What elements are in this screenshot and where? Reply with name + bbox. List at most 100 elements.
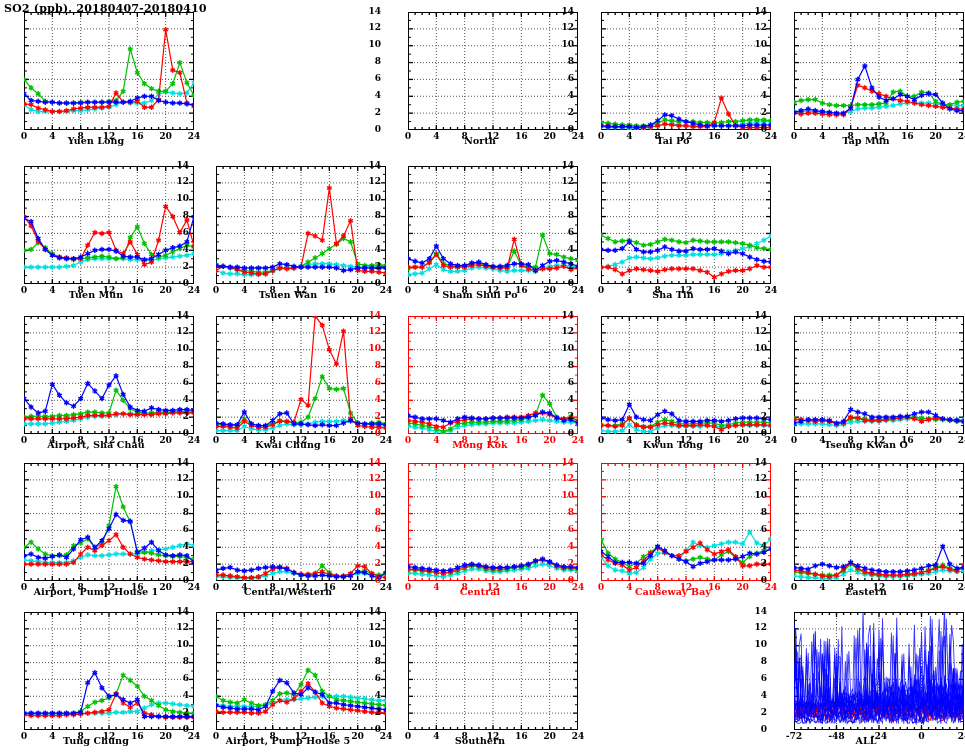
y-tick-label: 10 — [754, 491, 767, 502]
panel-title: Tuen Mun — [68, 290, 124, 301]
x-tick-label: 16 — [708, 583, 721, 593]
y-tick-label: 6 — [374, 73, 381, 84]
x-tick-label: 0 — [212, 583, 220, 593]
y-tick-label: 4 — [567, 541, 574, 552]
panel-title: Sha Tin — [652, 290, 694, 301]
plot-area — [408, 12, 578, 130]
x-tick-label: 12 — [486, 583, 500, 593]
y-tick-label: 12 — [561, 327, 574, 338]
x-tick-label: 0 — [404, 436, 412, 446]
x-tick-label: 24 — [957, 583, 965, 593]
y-tick-label: 6 — [182, 673, 189, 684]
y-tick-label: 10 — [176, 640, 189, 651]
y-tick-label: 12 — [754, 327, 767, 338]
y-tick-label: 14 — [368, 6, 381, 17]
y-tick-label: 12 — [176, 474, 189, 485]
panel-kwai-chung: 0 2 4 6 8 10 12 14 0 4 8 12 16 20 24 Kwai Chung — [176, 304, 392, 456]
y-tick-label: 6 — [567, 73, 574, 84]
x-tick-label: 12 — [679, 583, 693, 593]
y-tick-label: 4 — [760, 541, 767, 552]
y-tick-label: 6 — [182, 524, 189, 535]
y-tick-label: 14 — [754, 457, 767, 468]
x-tick-label: 8 — [269, 436, 276, 446]
y-tick-label: 6 — [374, 227, 381, 238]
x-tick-label: 24 — [187, 132, 201, 142]
y-tick-label: 14 — [368, 310, 381, 321]
x-tick-label: 0 — [20, 132, 28, 142]
panel-tseung-kwan-o: 0246810121404812162024Tseung Kwan O — [754, 304, 965, 456]
x-tick-label: 20 — [736, 286, 749, 296]
x-tick-label: 20 — [351, 583, 364, 593]
plot-area — [601, 166, 771, 284]
y-tick-label: 2 — [182, 707, 189, 718]
x-tick-label: 0 — [597, 286, 605, 296]
y-tick-label: 0 — [374, 124, 381, 135]
y-tick-label: 4 — [760, 90, 767, 101]
y-tick-label: 6 — [182, 227, 189, 238]
y-tick-label: 4 — [567, 90, 574, 101]
x-tick-label: 4 — [433, 286, 440, 296]
x-tick-label: 8 — [654, 286, 661, 296]
y-tick-label: 8 — [567, 508, 574, 519]
y-tick-label: 8 — [374, 361, 381, 372]
panel-sham-shui-po: 0 2 4 6 8 10 12 14 0 4 8 12 16 20 24 Sham Shui Po — [368, 154, 584, 306]
x-tick-label: 8 — [847, 583, 854, 593]
plot-area — [601, 316, 771, 434]
y-tick-label: 12 — [561, 23, 574, 34]
plot-area — [794, 316, 964, 434]
x-tick-label: 24 — [379, 583, 393, 593]
x-tick-label: 4 — [49, 286, 56, 296]
panel-yuen-long: 0246810121404812162024Yuen Long — [0, 0, 200, 152]
y-tick-label: 12 — [368, 623, 381, 634]
x-tick-label: 20 — [543, 583, 556, 593]
plot-area — [794, 463, 964, 581]
panel-title: Yuen Long — [67, 136, 125, 147]
x-tick-label: 8 — [77, 132, 84, 142]
x-tick-label: 12 — [679, 286, 693, 296]
x-tick-label: 12 — [294, 583, 308, 593]
x-tick-label: 4 — [626, 132, 633, 142]
x-tick-label: 0 — [212, 286, 220, 296]
y-tick-label: 4 — [374, 394, 381, 405]
x-tick-label: 8 — [269, 583, 276, 593]
panel-sha-tin: 0 2 4 6 8 10 12 14 0 4 8 12 16 20 24 Sha Tin — [561, 154, 777, 306]
y-tick-label: 8 — [760, 508, 767, 519]
y-tick-label: 8 — [760, 657, 767, 668]
x-tick-label: 4 — [819, 436, 826, 446]
x-tick-label: 12 — [679, 436, 693, 446]
x-tick-label: 4 — [241, 732, 248, 742]
x-tick-label: 16 — [901, 436, 914, 446]
x-tick-label: -24 — [870, 732, 888, 742]
y-tick-label: 12 — [368, 23, 381, 34]
y-tick-label: 14 — [176, 160, 189, 171]
x-tick-label: 20 — [543, 732, 556, 742]
x-tick-label: 12 — [294, 286, 308, 296]
plot-area — [24, 316, 194, 434]
x-tick-label: 0 — [404, 583, 412, 593]
x-tick-label: 0 — [790, 583, 798, 593]
y-tick-label: 4 — [374, 244, 381, 255]
x-tick-label: 16 — [323, 732, 336, 742]
panel-title: Mong Kok — [452, 440, 508, 451]
x-tick-label: 16 — [515, 436, 528, 446]
y-tick-label: 12 — [754, 474, 767, 485]
x-tick-label: 16 — [131, 132, 144, 142]
y-tick-label: 14 — [176, 606, 189, 617]
panel-title: Eastern — [845, 587, 887, 598]
x-tick-label: 8 — [461, 132, 468, 142]
y-tick-label: 4 — [567, 244, 574, 255]
y-tick-label: 12 — [176, 177, 189, 188]
y-tick-label: 10 — [176, 491, 189, 502]
x-tick-label: 12 — [294, 436, 308, 446]
y-tick-label: 10 — [368, 194, 381, 205]
y-tick-label: 10 — [561, 40, 574, 51]
panel-causeway-bay: 0 2 4 6 8 10 12 14 0 4 8 12 16 20 24 Causeway Bay — [561, 451, 777, 603]
y-tick-label: 10 — [176, 344, 189, 355]
x-tick-label: 4 — [433, 583, 440, 593]
x-tick-label: 20 — [543, 286, 556, 296]
y-tick-label: 0 — [182, 724, 189, 735]
panel-title: Southern — [454, 736, 506, 747]
x-tick-label: 8 — [77, 583, 84, 593]
y-tick-label: 0 — [567, 428, 574, 439]
